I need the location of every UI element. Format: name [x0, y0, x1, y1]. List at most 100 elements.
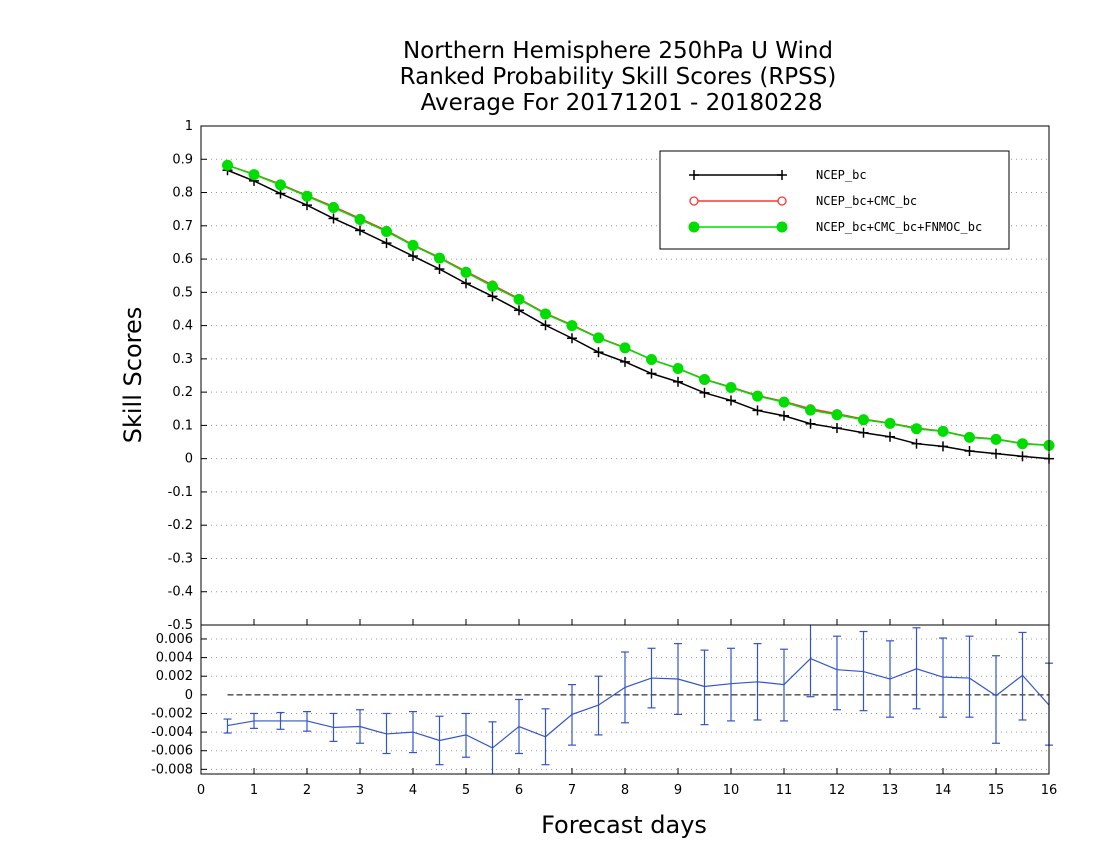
x-tick-label: 10	[723, 783, 740, 798]
rpss-y-tick-label: 0.5	[172, 285, 193, 300]
rpss-y-tick-label: 0	[185, 452, 193, 467]
rpss-y-tick-label: 0.8	[172, 186, 193, 201]
series-ncep-bc-cmc-bc-fnmoc-bc	[222, 159, 1055, 451]
x-tick-label: 3	[356, 783, 364, 798]
difference-y-tick-label: 0.004	[156, 651, 193, 666]
data-point	[1017, 438, 1028, 450]
data-point	[460, 266, 472, 278]
data-point	[620, 356, 630, 367]
data-point	[832, 423, 842, 434]
chart-title-line-2: Ranked Probability Skill Scores (RPSS)	[400, 64, 837, 90]
data-point	[885, 431, 895, 442]
x-tick-label: 1	[250, 783, 258, 798]
legend-item: NCEP_bc+CMC_bc	[689, 194, 917, 208]
data-point	[275, 179, 286, 191]
difference-y-tick-label: 0.002	[156, 669, 193, 684]
rpss-y-tick-label: 0.9	[172, 152, 193, 167]
difference-gridlines	[201, 638, 1049, 770]
data-point	[699, 387, 710, 398]
data-point	[726, 395, 736, 406]
data-point	[911, 423, 922, 435]
rpss-series	[222, 159, 1055, 464]
legend-item: NCEP_bc	[689, 168, 867, 182]
legend: NCEP_bc NCEP_bc+CMC_bc NCEP_bc+CMC_bc+FNMO…	[659, 150, 1010, 250]
error-bar	[700, 649, 709, 726]
data-point	[752, 390, 763, 402]
legend-label: NCEP_bc+CMC_bc+FNMOC_bc	[816, 220, 982, 234]
data-point	[831, 409, 843, 421]
data-point	[355, 225, 365, 236]
chart-title-line-1: Northern Hemisphere 250hPa U Wind	[403, 38, 833, 64]
error-bar	[727, 647, 735, 722]
error-bar	[965, 635, 974, 718]
rpss-y-tick-label: 0.7	[172, 219, 193, 234]
data-point	[222, 159, 233, 171]
rpss-y-tick-label: 1	[185, 119, 193, 134]
data-point	[487, 280, 498, 292]
error-bar	[1018, 631, 1027, 721]
data-point	[937, 425, 949, 437]
data-point	[248, 169, 260, 181]
data-point	[328, 202, 339, 214]
difference-y-tick-label: 0.006	[156, 632, 193, 647]
rpss-panel: 1 0.9 0.8 0.7 0.6 0.5 0.4 0.3 0.2 0.1 0 -0.1 -0.2 -0.…	[168, 119, 1055, 633]
data-point	[779, 410, 789, 421]
data-point	[673, 376, 683, 387]
x-tick-label: 12	[829, 783, 846, 798]
legend-label: NCEP_bc	[816, 168, 867, 182]
difference-y-tick-labels: 0.006 0.004 0.002 0 -0.002 -0.004 -0.006 -0.008	[151, 632, 207, 777]
rpss-y-tick-label: 0.4	[172, 319, 193, 334]
chart-title-line-3: Average For 20171201 - 20180228	[413, 90, 822, 116]
rpss-y-tick-label: -0.2	[168, 518, 193, 533]
data-point	[858, 427, 869, 438]
data-point	[487, 291, 498, 302]
error-bar	[223, 718, 232, 734]
error-bars	[223, 625, 1053, 774]
data-point	[381, 225, 392, 237]
data-point	[911, 438, 922, 449]
series-ncep-bc	[222, 165, 1054, 464]
data-point	[725, 381, 737, 393]
data-point	[991, 448, 1001, 459]
data-point	[672, 363, 684, 375]
x-tick-label: 16	[1041, 783, 1058, 798]
x-tick-label: 14	[935, 783, 952, 798]
data-point	[858, 414, 869, 426]
x-tick-labels: 0 1 2 3 4 5 6 7 8 9 10 11 12 13 14 15 16	[197, 768, 1057, 798]
x-tick-label: 11	[776, 783, 793, 798]
rpss-y-tick-label: 0.6	[172, 252, 193, 267]
rpss-y-tick-label: -0.1	[168, 485, 193, 500]
data-point	[540, 320, 551, 331]
rpss-y-tick-label: -0.3	[168, 551, 193, 566]
data-point	[434, 252, 445, 264]
data-point	[302, 200, 312, 211]
data-point	[752, 405, 763, 416]
x-tick-label: 6	[515, 783, 523, 798]
data-point	[514, 305, 524, 316]
data-point	[805, 404, 816, 416]
legend-item: NCEP_bc+CMC_bc+FNMOC_bc	[688, 220, 982, 234]
error-bar	[833, 635, 841, 711]
data-point	[938, 441, 948, 452]
data-point	[990, 433, 1002, 445]
rpss-y-tick-label: -0.4	[168, 585, 193, 600]
data-point	[540, 308, 551, 320]
x-tick-label: 7	[568, 783, 576, 798]
data-point	[407, 239, 419, 251]
data-point	[646, 368, 657, 379]
data-point	[593, 332, 604, 344]
data-point	[354, 213, 366, 225]
rpss-y-tick-labels: 1 0.9 0.8 0.7 0.6 0.5 0.4 0.3 0.2 0.1 0 -0.1 -0.2 -0.…	[168, 119, 1050, 633]
data-point	[699, 373, 710, 385]
x-tick-label: 2	[303, 783, 311, 798]
data-point	[805, 418, 816, 429]
rpss-y-tick-label: -0.5	[168, 618, 193, 633]
data-point	[328, 213, 339, 224]
x-tick-label: 5	[462, 783, 470, 798]
x-tick-label: 4	[409, 783, 417, 798]
data-point	[593, 347, 604, 358]
data-point	[381, 238, 392, 249]
difference-panel: 0.006 0.004 0.002 0 -0.002 -0.004 -0.006 -0.008	[151, 624, 1053, 777]
difference-y-tick-label: 0	[185, 688, 193, 703]
data-point	[513, 293, 525, 305]
